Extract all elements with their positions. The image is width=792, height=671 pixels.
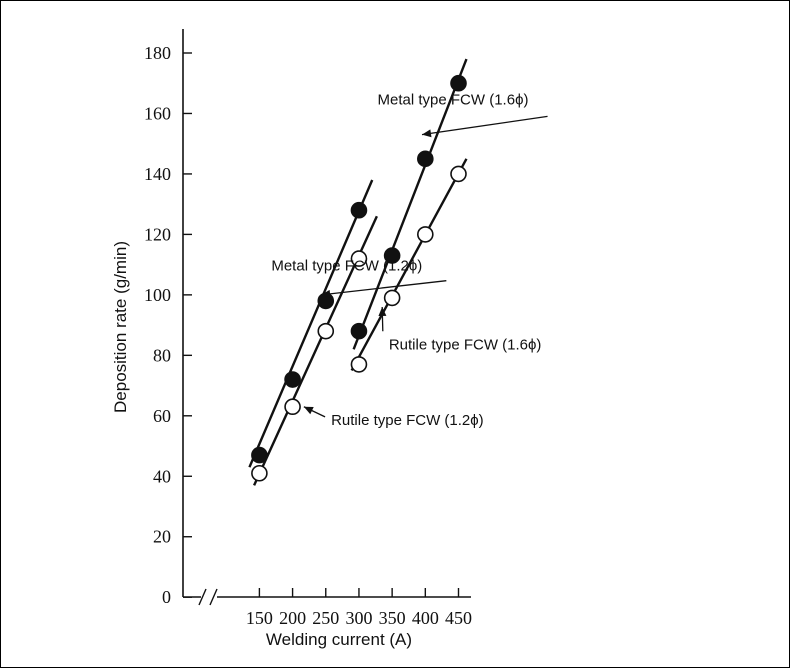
open-point-series-4: [417, 226, 434, 243]
y-tick-label: 140: [144, 164, 171, 184]
annotation-arrowhead: [321, 289, 331, 298]
x-tick-label: 450: [445, 608, 472, 628]
x-tick-labels: 150 200 250 300 350 400 450: [246, 608, 472, 628]
y-tick-label: 100: [144, 285, 171, 305]
y-tick-label: 40: [153, 466, 171, 486]
open-point-series-2: [350, 250, 368, 267]
filled-point-series-1: [350, 201, 368, 219]
x-tick-label: 150: [246, 608, 273, 628]
fit-line-series-3: [352, 58, 468, 350]
y-tick-labels: 0 20 40 60 80 100 120 140 160 180: [144, 43, 171, 607]
y-tick-label: 120: [144, 224, 171, 244]
y-axis-label: Deposition rate (g/min): [111, 241, 130, 413]
fit-line-series-4: [350, 158, 468, 372]
open-point-series-4: [450, 165, 467, 183]
annotation-arrowhead: [421, 129, 432, 138]
axis-break-mark: [198, 588, 207, 606]
open-point-series-2: [284, 398, 301, 416]
fit-line-series-1: [248, 179, 374, 468]
x-tick-label: 300: [345, 608, 372, 628]
annotation-arrowhead: [303, 406, 314, 415]
annotation-label: Rutile type FCW (1.6ϕ): [389, 336, 542, 353]
filled-point-series-3: [350, 322, 368, 340]
filled-point-series-1: [284, 371, 301, 388]
open-point-series-4: [350, 356, 368, 373]
open-point-series-2: [317, 322, 335, 340]
x-tick-label: 200: [279, 608, 306, 628]
x-tick-label: 350: [379, 608, 406, 628]
y-tick-label: 60: [153, 406, 171, 426]
x-tick-label: 400: [412, 608, 439, 628]
annotations: Metal type FCW (1.2ϕ) Rutile type FCW (1.…: [271, 91, 548, 429]
axis-break-mark: [209, 588, 218, 606]
y-tick-label: 80: [153, 345, 171, 365]
annotation-arrowhead: [378, 306, 387, 317]
y-tick-label: 0: [162, 587, 171, 607]
axes: [182, 29, 471, 606]
y-tick-label: 180: [144, 43, 171, 63]
annotation-arrow: [421, 115, 548, 136]
annotation-label: Rutile type FCW (1.2ϕ): [331, 412, 484, 429]
open-point-series-2: [251, 464, 268, 482]
open-point-series-4: [383, 289, 401, 307]
y-tick-label: 20: [153, 527, 171, 547]
annotation-label: Metal type FCW (1.2ϕ): [271, 258, 422, 275]
x-tick-label: 250: [312, 608, 339, 628]
y-tick-label: 160: [144, 103, 171, 123]
x-axis-label: Welding current (A): [266, 630, 412, 649]
filled-point-series-3: [383, 247, 401, 264]
filled-point-series-3: [450, 74, 467, 92]
annotation-arrow: [321, 280, 447, 296]
filled-point-series-3: [417, 150, 434, 168]
annotation-label: Metal type FCW (1.6ϕ): [378, 91, 529, 108]
filled-point-series-1: [251, 446, 268, 464]
